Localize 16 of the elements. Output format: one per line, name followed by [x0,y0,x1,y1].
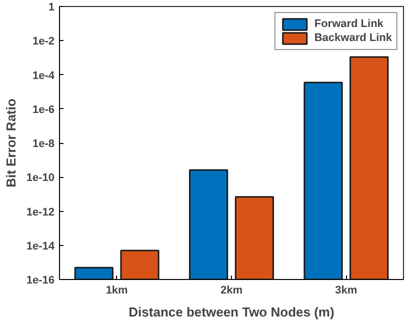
x-tick-label: 1km [106,284,128,296]
x-axis-title: Distance between Two Nodes (m) [128,304,334,320]
y-tick-label: 1e-10 [26,172,55,184]
y-tick-label: 1e-14 [26,240,56,252]
y-tick-label: 1e-12 [26,206,55,218]
legend-label: Backward Link [314,31,392,45]
legend-label: Forward Link [314,17,384,31]
y-tick-label: 1e-4 [32,70,56,82]
y-axis-title: Bit Error Ratio [3,98,18,188]
x-tick-label: 2km [220,284,243,296]
y-tick-label: 1e-8 [32,138,55,150]
x-tick-label: 3km [335,284,358,296]
y-tick-label: 1e-6 [32,104,55,116]
y-tick-label: 1 [48,2,55,14]
y-tick-label: 1e-2 [32,36,55,48]
y-tick-label: 1e-16 [26,274,55,286]
